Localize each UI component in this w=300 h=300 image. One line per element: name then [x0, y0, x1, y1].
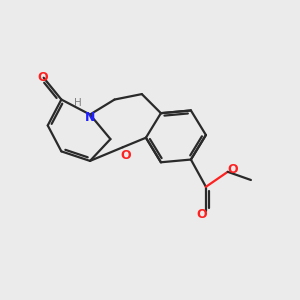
Text: O: O	[196, 208, 207, 220]
Text: H: H	[74, 98, 82, 108]
Text: O: O	[227, 163, 238, 176]
Text: N: N	[85, 111, 95, 124]
Text: O: O	[37, 71, 48, 84]
Text: O: O	[120, 149, 131, 162]
